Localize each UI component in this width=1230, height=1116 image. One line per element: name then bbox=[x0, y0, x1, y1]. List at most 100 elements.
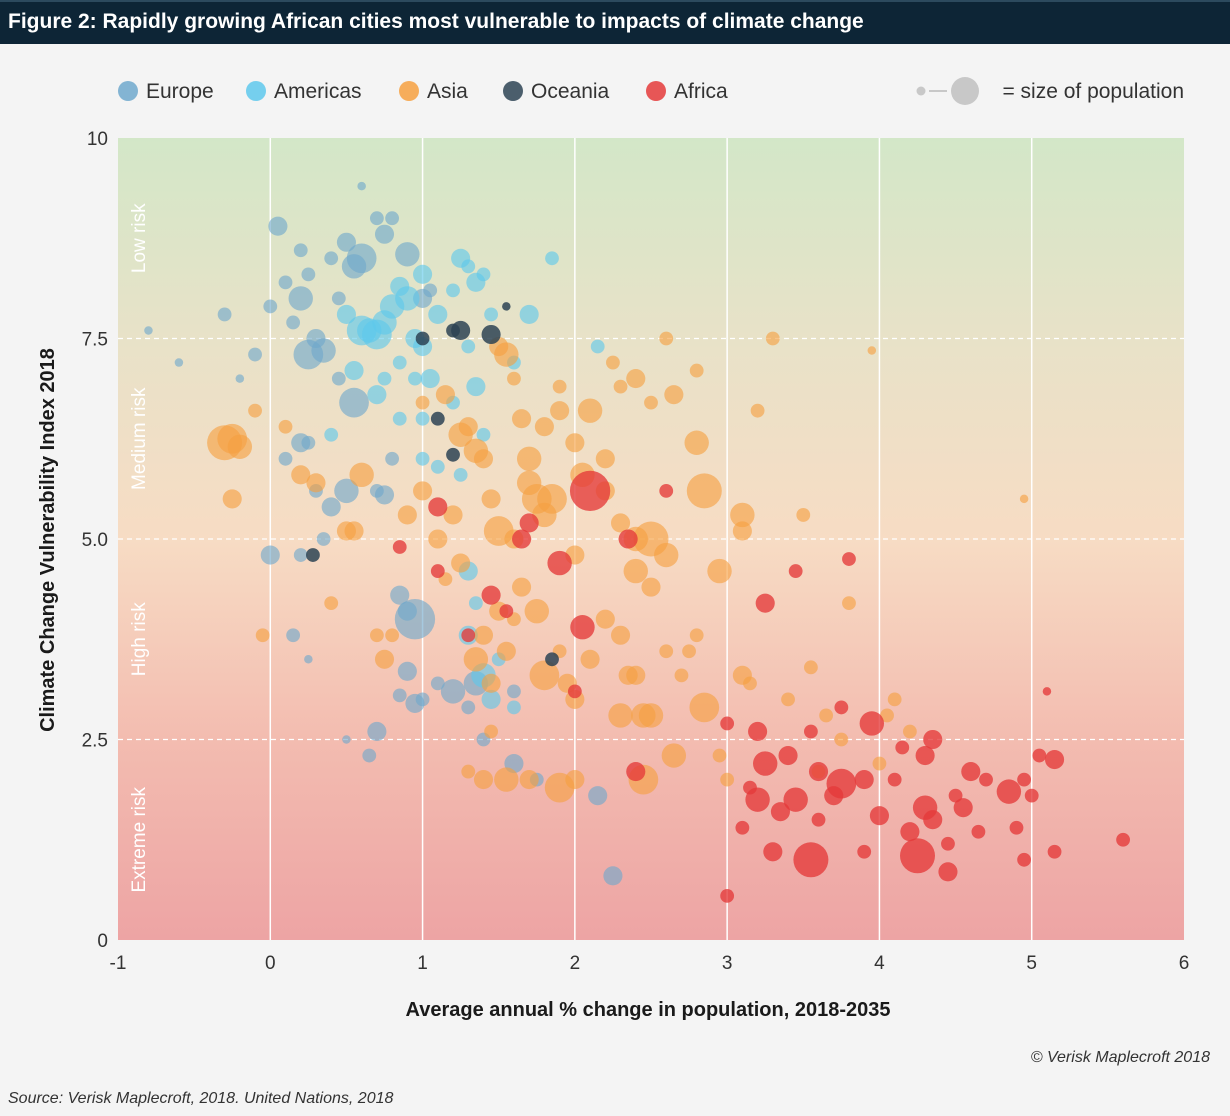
point-africa-60 bbox=[834, 700, 849, 715]
point-asia-75 bbox=[689, 628, 704, 643]
point-asia-56 bbox=[496, 641, 516, 661]
point-asia-18 bbox=[428, 529, 448, 549]
point-americas-12 bbox=[446, 283, 460, 298]
point-europe-41 bbox=[367, 721, 387, 742]
point-asia-39 bbox=[577, 398, 603, 423]
point-africa-56 bbox=[567, 684, 582, 699]
point-europe-43 bbox=[342, 735, 351, 744]
point-africa-45 bbox=[857, 844, 872, 859]
point-africa-18 bbox=[953, 798, 973, 818]
point-africa-51 bbox=[979, 772, 993, 787]
point-asia-62 bbox=[519, 770, 539, 790]
point-americas-39 bbox=[590, 339, 605, 354]
x-tick-label: 4 bbox=[874, 953, 885, 974]
point-africa-54 bbox=[1042, 687, 1052, 696]
point-asia-110 bbox=[481, 673, 501, 693]
point-americas-17 bbox=[484, 307, 498, 322]
point-asia-44 bbox=[654, 542, 679, 568]
x-tick-label: -1 bbox=[110, 953, 127, 974]
point-asia-64 bbox=[565, 770, 585, 790]
point-europe-44 bbox=[286, 628, 301, 643]
point-asia-46 bbox=[595, 609, 615, 629]
y-tick-label: 10 bbox=[87, 129, 108, 150]
point-europe-45 bbox=[304, 655, 313, 664]
point-americas-31 bbox=[468, 596, 483, 611]
point-asia-41 bbox=[610, 513, 631, 533]
point-europe-40 bbox=[415, 692, 430, 707]
point-asia-69 bbox=[661, 743, 687, 768]
point-africa-38 bbox=[1047, 844, 1062, 859]
point-americas-16 bbox=[476, 267, 491, 282]
point-asia-106 bbox=[781, 692, 795, 707]
point-americas-14 bbox=[461, 259, 476, 274]
point-africa-28 bbox=[854, 770, 874, 790]
point-asia-92 bbox=[880, 708, 894, 723]
point-americas-42 bbox=[324, 427, 339, 442]
point-oceania-1 bbox=[481, 324, 501, 345]
point-asia-70 bbox=[689, 692, 720, 723]
point-asia-47 bbox=[610, 625, 631, 645]
point-africa-26 bbox=[778, 745, 798, 766]
point-africa-37 bbox=[1024, 788, 1039, 803]
point-africa-0 bbox=[569, 470, 611, 512]
point-asia-20 bbox=[443, 505, 463, 525]
point-europe-30 bbox=[339, 387, 369, 418]
point-asia-82 bbox=[644, 395, 658, 410]
point-europe-10 bbox=[311, 338, 336, 363]
point-africa-40 bbox=[720, 888, 735, 903]
point-africa-64 bbox=[938, 862, 958, 882]
point-europe-38 bbox=[392, 688, 407, 703]
point-europe-19 bbox=[385, 211, 400, 226]
risk-band-label-medium-risk: Medium risk bbox=[129, 387, 150, 490]
x-tick-label: 5 bbox=[1026, 953, 1037, 974]
point-asia-16 bbox=[397, 505, 417, 525]
point-asia-17 bbox=[413, 481, 433, 501]
point-africa-24 bbox=[770, 802, 790, 822]
point-africa-22 bbox=[753, 751, 778, 776]
point-asia-13 bbox=[374, 649, 395, 669]
point-asia-91 bbox=[872, 756, 887, 771]
point-americas-24 bbox=[415, 411, 430, 426]
point-africa-17 bbox=[941, 836, 955, 851]
point-asia-114 bbox=[415, 395, 430, 410]
point-europe-46 bbox=[430, 676, 445, 691]
point-europe-0 bbox=[144, 326, 153, 335]
point-africa-2 bbox=[570, 615, 595, 640]
y-tick-label: 7.5 bbox=[82, 330, 108, 351]
point-asia-67 bbox=[638, 703, 664, 728]
point-asia-60 bbox=[473, 770, 494, 790]
x-tick-label: 1 bbox=[417, 953, 428, 974]
point-africa-27 bbox=[808, 762, 829, 782]
point-asia-108 bbox=[867, 346, 877, 355]
risk-band-label-extreme-risk: Extreme risk bbox=[129, 786, 150, 892]
point-africa-42 bbox=[763, 842, 783, 862]
point-asia-22 bbox=[458, 417, 478, 437]
point-asia-72 bbox=[720, 772, 735, 787]
point-europe-15 bbox=[346, 243, 377, 274]
point-europe-58 bbox=[395, 242, 420, 267]
point-asia-83 bbox=[613, 379, 628, 394]
point-africa-29 bbox=[859, 711, 885, 736]
point-africa-46 bbox=[869, 806, 889, 826]
point-europe-7 bbox=[288, 286, 313, 311]
point-europe-1 bbox=[174, 358, 184, 367]
point-asia-95 bbox=[902, 724, 917, 739]
point-americas-10 bbox=[428, 304, 448, 324]
point-europe-25 bbox=[334, 478, 359, 504]
point-asia-116 bbox=[552, 379, 567, 394]
point-europe-16 bbox=[357, 181, 366, 191]
y-axis-label: Climate Change Vulnerability Index 2018 bbox=[37, 348, 59, 732]
point-europe-62 bbox=[331, 291, 346, 306]
point-africa-5 bbox=[481, 585, 501, 605]
point-asia-109 bbox=[1019, 494, 1029, 504]
point-americas-19 bbox=[466, 377, 486, 397]
point-oceania-8 bbox=[502, 302, 511, 311]
point-asia-36 bbox=[550, 401, 570, 421]
point-americas-9 bbox=[420, 369, 440, 389]
point-asia-118 bbox=[659, 331, 674, 346]
point-europe-6 bbox=[278, 275, 293, 290]
legend-marker-europe bbox=[118, 81, 138, 101]
point-europe-53 bbox=[588, 786, 608, 806]
point-americas-23 bbox=[408, 371, 422, 386]
y-tick-label: 0 bbox=[97, 931, 108, 952]
